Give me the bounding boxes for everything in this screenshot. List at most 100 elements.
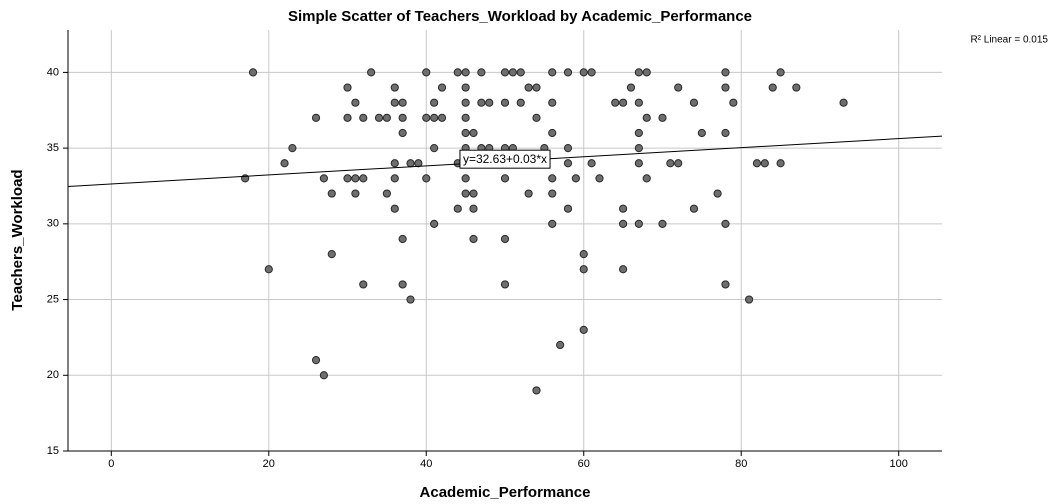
x-tick-label: 60 <box>578 458 590 470</box>
y-tick-label: 15 <box>47 445 59 457</box>
point <box>697 128 706 138</box>
point <box>721 68 730 77</box>
point <box>485 98 494 107</box>
point <box>563 204 573 213</box>
point <box>768 83 777 92</box>
point <box>619 204 628 213</box>
point <box>390 174 399 183</box>
point <box>760 159 769 168</box>
point <box>500 98 510 107</box>
point <box>430 144 439 153</box>
point <box>398 113 407 122</box>
point <box>280 159 289 168</box>
point <box>367 68 376 77</box>
point <box>548 219 557 228</box>
point <box>634 98 643 107</box>
point <box>461 128 470 138</box>
point <box>776 68 785 77</box>
point <box>563 144 573 153</box>
point <box>587 159 596 168</box>
x-tick-label: 100 <box>890 458 908 470</box>
y-tick-label: 25 <box>47 293 59 305</box>
point <box>390 204 399 213</box>
point <box>642 68 651 77</box>
point <box>374 113 384 122</box>
point <box>634 219 643 228</box>
point <box>642 174 651 183</box>
x-tick-label: 80 <box>735 458 747 470</box>
point <box>500 174 510 183</box>
point <box>548 68 557 77</box>
point <box>477 98 486 107</box>
point <box>343 113 352 122</box>
point <box>611 98 620 107</box>
fit-label-box <box>459 149 551 169</box>
r2-label: R² Linear = 0.015 <box>970 35 1048 46</box>
point <box>422 113 431 122</box>
point <box>327 250 336 259</box>
point <box>579 250 588 259</box>
point <box>430 219 439 228</box>
point <box>359 113 368 122</box>
point <box>461 83 470 92</box>
point <box>532 83 541 92</box>
point <box>477 68 486 77</box>
point <box>327 189 336 198</box>
point <box>398 128 407 138</box>
point <box>264 265 273 274</box>
point <box>721 83 730 92</box>
point <box>619 98 628 107</box>
point <box>571 174 580 183</box>
point <box>776 159 785 168</box>
point <box>461 113 470 122</box>
point <box>422 68 431 77</box>
point <box>406 295 415 304</box>
point <box>248 68 258 77</box>
point <box>689 204 699 213</box>
y-tick-label: 40 <box>47 66 59 78</box>
point <box>382 189 391 198</box>
point <box>634 68 643 77</box>
point <box>437 113 447 122</box>
point <box>398 98 407 107</box>
point <box>359 280 368 289</box>
point <box>469 189 478 198</box>
point <box>311 113 321 122</box>
point <box>359 174 368 183</box>
fit-label: y=32.63+0.03*x <box>463 152 547 166</box>
point <box>469 128 478 138</box>
point <box>500 234 510 244</box>
point <box>619 265 628 274</box>
point <box>634 128 643 138</box>
point <box>469 204 478 213</box>
point <box>288 144 297 153</box>
point <box>658 113 667 122</box>
point <box>430 113 439 122</box>
point <box>508 68 517 77</box>
point <box>532 113 541 122</box>
x-tick-label: 0 <box>108 458 114 470</box>
point <box>548 98 557 107</box>
point <box>430 98 439 107</box>
point <box>548 128 557 138</box>
point <box>721 280 730 289</box>
point <box>579 325 588 334</box>
point <box>414 159 423 168</box>
point <box>500 68 510 77</box>
point <box>351 189 360 198</box>
point <box>721 128 730 138</box>
point <box>351 98 360 107</box>
point <box>626 83 636 92</box>
point <box>752 159 762 168</box>
point <box>658 219 667 228</box>
point <box>461 98 470 107</box>
point <box>516 98 525 107</box>
point <box>619 219 628 228</box>
point <box>469 234 478 244</box>
point <box>343 83 352 92</box>
chart-title: Simple Scatter of Teachers_Workload by A… <box>288 8 752 25</box>
x-tick-label: 20 <box>263 458 275 470</box>
point <box>634 144 643 153</box>
y-tick-label: 20 <box>47 369 59 381</box>
point <box>343 174 352 183</box>
